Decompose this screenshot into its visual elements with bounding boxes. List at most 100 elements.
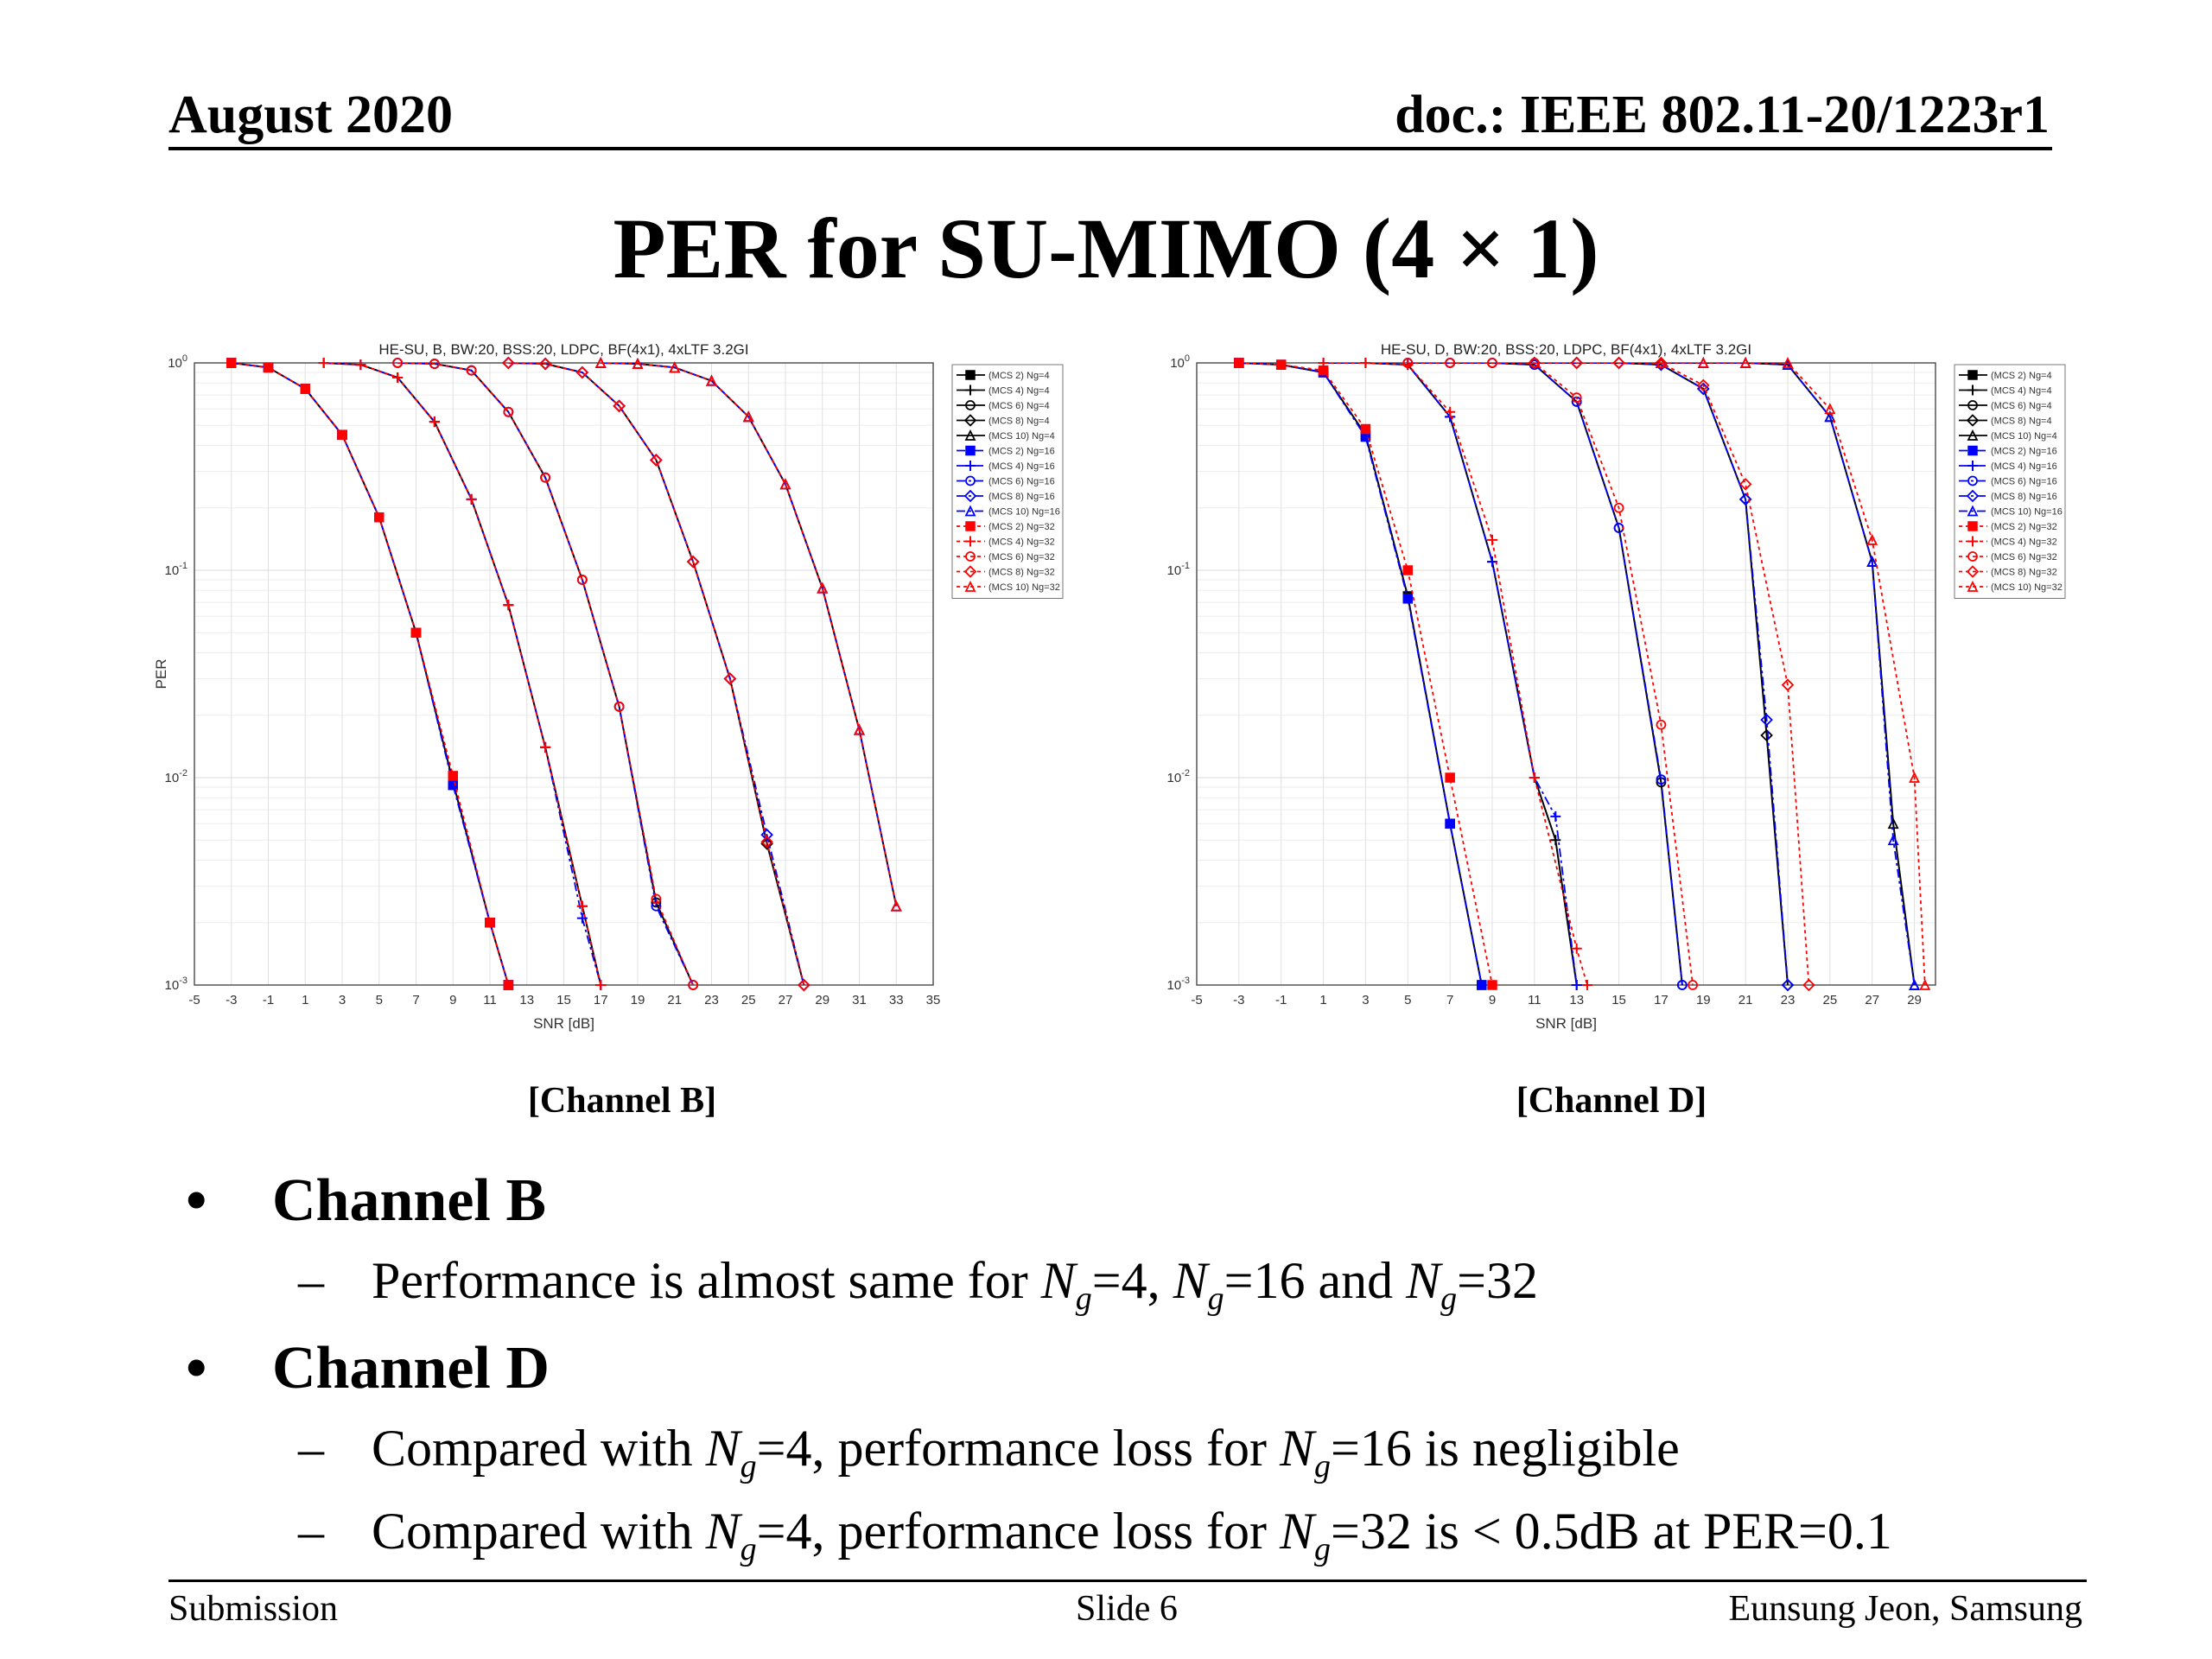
series-line [231, 363, 510, 986]
legend-label: (MCS 2) Ng=16 [988, 447, 1055, 457]
x-tick-label: -5 [188, 993, 200, 1007]
series-line [601, 363, 898, 906]
data-point [448, 771, 458, 781]
legend-label: (MCS 10) Ng=16 [988, 507, 1060, 518]
data-point [779, 478, 791, 490]
data-point [575, 365, 589, 379]
data-point [448, 779, 458, 791]
x-tick-label: 29 [1907, 993, 1922, 1007]
data-point [760, 837, 773, 850]
x-tick-label: 33 [889, 993, 904, 1007]
data-point [1318, 358, 1329, 368]
data-point [1802, 978, 1815, 992]
x-tick-label: 3 [339, 993, 346, 1007]
legend-marker [1967, 400, 1978, 410]
data-point [651, 893, 662, 905]
data-point [576, 912, 588, 924]
series-line [1408, 363, 1683, 986]
x-tick-label: 15 [1611, 993, 1626, 1007]
series-line [1661, 363, 1926, 986]
data-point [1402, 565, 1414, 575]
data-point [651, 900, 662, 912]
x-tick-label: 31 [852, 993, 867, 1007]
x-tick-label: -1 [263, 993, 274, 1007]
y-tick-label: 10-1 [165, 561, 188, 578]
x-tick-label: 17 [1654, 993, 1669, 1007]
legend-marker [1967, 461, 1978, 471]
data-point [1477, 980, 1487, 990]
data-point [1655, 356, 1667, 368]
x-tick-label: 17 [594, 993, 608, 1007]
series-line [397, 363, 694, 986]
data-point [669, 361, 681, 373]
y-tick-label: 10-3 [165, 976, 188, 993]
data-point [890, 899, 902, 912]
data-point [854, 723, 865, 735]
x-tick-label: 9 [449, 993, 456, 1007]
series-line [231, 363, 510, 986]
legend-label: (MCS 6) Ng=32 [1991, 552, 2057, 563]
x-tick-label: 19 [1696, 993, 1711, 1007]
legend-marker [1967, 429, 1979, 441]
series-line [508, 363, 805, 986]
bullet-dot-icon: • [186, 1335, 207, 1402]
header-doc-id: doc.: IEEE 802.11-20/1223r1 [1395, 86, 2050, 144]
sub-bullet-text: Compared with Ng=4, performance loss for… [372, 1420, 1680, 1484]
data-point [1581, 980, 1592, 990]
data-point [1612, 356, 1625, 370]
legend-marker [965, 521, 976, 531]
data-point [1613, 502, 1624, 513]
legend-marker [965, 400, 976, 410]
slide-title: PER for SU-MIMO (4 × 1) [613, 200, 1599, 296]
data-point [226, 358, 237, 368]
legend-label: (MCS 6) Ng=16 [1991, 477, 2057, 487]
data-point [1275, 359, 1287, 370]
sub-bullet-text: Compared with Ng=4, performance loss for… [372, 1503, 1892, 1567]
data-point [429, 359, 440, 369]
data-point [1760, 728, 1773, 742]
data-point [1738, 478, 1752, 491]
data-point [540, 472, 551, 483]
data-point [429, 416, 440, 428]
plot-frame [1196, 362, 1936, 986]
x-tick-label: 7 [412, 993, 419, 1007]
x-tick-label: -5 [1191, 993, 1202, 1007]
legend-label: (MCS 6) Ng=16 [988, 477, 1055, 487]
bullet-channel-d: • Channel D [186, 1334, 2130, 1419]
legend-label: (MCS 2) Ng=4 [1991, 371, 2052, 381]
bullet-channel-b: • Channel B [186, 1166, 2130, 1251]
legend-label: (MCS 2) Ng=32 [1991, 522, 2057, 532]
data-point [1655, 356, 1668, 370]
data-point [1781, 678, 1795, 691]
caption-channel-b: [Channel B] [527, 1081, 717, 1121]
legend-label: (MCS 6) Ng=4 [1991, 401, 2052, 411]
data-point [760, 828, 773, 842]
legend-label: (MCS 6) Ng=4 [988, 401, 1050, 411]
series-line [1408, 363, 1683, 986]
legend-marker [1967, 536, 1978, 547]
data-point [1782, 356, 1794, 368]
legend-marker [965, 461, 976, 471]
legend-label: (MCS 10) Ng=32 [1991, 582, 2063, 593]
series-line [1323, 363, 1588, 986]
x-tick-label: -3 [226, 993, 237, 1007]
y-tick-label: 10-1 [1167, 561, 1190, 578]
x-tick-label: -1 [1275, 993, 1287, 1007]
x-tick-label: 1 [1319, 993, 1326, 1007]
legend-label: (MCS 8) Ng=32 [988, 568, 1055, 578]
dash-icon: – [298, 1252, 324, 1309]
data-point [1909, 771, 1921, 783]
x-tick-label: 15 [556, 993, 571, 1007]
x-tick-label: 23 [704, 993, 719, 1007]
legend-label: (MCS 4) Ng=16 [1991, 461, 2057, 472]
footer-submission: Submission [168, 1589, 339, 1629]
data-point [1360, 358, 1371, 368]
y-tick-label: 10-2 [1167, 768, 1190, 785]
data-point [1760, 713, 1773, 727]
footer-slide-number: Slide 6 [1076, 1589, 1178, 1629]
data-point [760, 836, 773, 849]
data-point [1738, 493, 1752, 506]
data-point [1550, 835, 1561, 846]
data-point [1487, 358, 1497, 368]
legend-label: (MCS 10) Ng=4 [988, 431, 1055, 442]
